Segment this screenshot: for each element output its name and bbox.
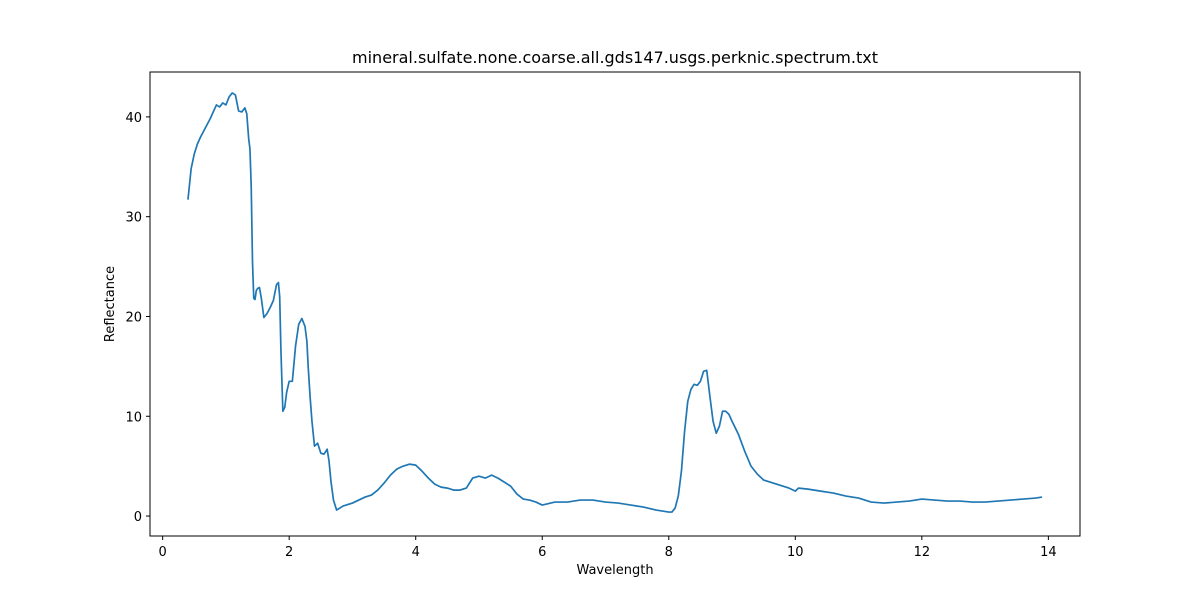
x-tick-label: 12: [914, 545, 931, 560]
x-tick-label: 14: [1040, 545, 1057, 560]
x-tick-label: 2: [285, 545, 293, 560]
x-tick-label: 6: [538, 545, 546, 560]
x-tick-label: 8: [665, 545, 673, 560]
y-tick-label: 0: [134, 510, 142, 525]
y-tick-label: 40: [125, 111, 142, 126]
chart-title: mineral.sulfate.none.coarse.all.gds147.u…: [352, 48, 878, 67]
x-tick-label: 10: [787, 545, 804, 560]
plot-area: [187, 92, 1043, 513]
x-axis-label: Wavelength: [576, 563, 653, 578]
x-tick-label: 4: [412, 545, 420, 560]
series-line: [187, 92, 1043, 513]
y-tick-label: 20: [125, 310, 142, 325]
y-tick-label: 30: [125, 211, 142, 226]
x-axis: 0 2 4 6 8 10 12 14: [159, 536, 1057, 560]
y-axis-label: Reflectance: [103, 266, 118, 342]
y-tick-label: 10: [125, 410, 142, 425]
y-axis: 0 10 20 30 40: [125, 111, 150, 525]
axes-frame: [149, 71, 1081, 537]
x-tick-label: 0: [159, 545, 167, 560]
